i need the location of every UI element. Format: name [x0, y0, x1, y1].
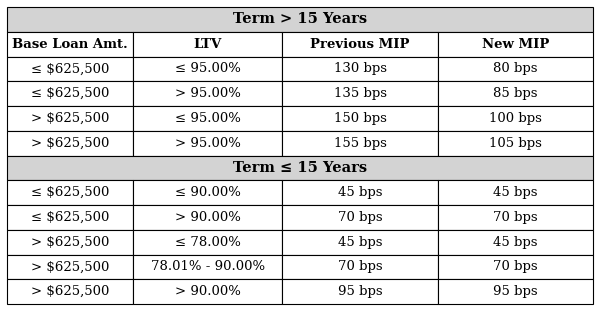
Text: Previous MIP: Previous MIP [310, 38, 410, 51]
Text: ≤ $625,500: ≤ $625,500 [31, 87, 109, 100]
Bar [7, 57, 133, 81]
Text: 70 bps: 70 bps [493, 211, 538, 224]
Text: 45 bps: 45 bps [338, 236, 382, 248]
Bar [438, 254, 593, 279]
Text: > $625,500: > $625,500 [31, 137, 109, 150]
Text: Term ≤ 15 Years: Term ≤ 15 Years [233, 161, 367, 175]
Bar [133, 57, 283, 81]
Bar [7, 7, 593, 32]
Text: > $625,500: > $625,500 [31, 112, 109, 125]
Text: 78.01% - 90.00%: 78.01% - 90.00% [151, 260, 265, 273]
Text: 45 bps: 45 bps [493, 186, 538, 199]
Bar [438, 57, 593, 81]
Text: Term > 15 Years: Term > 15 Years [233, 12, 367, 26]
Bar [438, 131, 593, 156]
Text: ≤ $625,500: ≤ $625,500 [31, 186, 109, 199]
Bar [7, 81, 133, 106]
Bar [438, 32, 593, 57]
Bar [438, 106, 593, 131]
Text: ≤ 95.00%: ≤ 95.00% [175, 112, 241, 125]
Bar [283, 230, 438, 254]
Bar [438, 81, 593, 106]
Bar [283, 279, 438, 304]
Text: 150 bps: 150 bps [334, 112, 386, 125]
Text: > 95.00%: > 95.00% [175, 87, 241, 100]
Bar [133, 81, 283, 106]
Bar [7, 106, 133, 131]
Text: 45 bps: 45 bps [493, 236, 538, 248]
Text: > 90.00%: > 90.00% [175, 285, 241, 298]
Bar [283, 205, 438, 230]
Bar [133, 106, 283, 131]
Bar [133, 279, 283, 304]
Bar [7, 230, 133, 254]
Bar [438, 279, 593, 304]
Bar [7, 131, 133, 156]
Bar [7, 205, 133, 230]
Bar [283, 254, 438, 279]
Bar [133, 205, 283, 230]
Bar [283, 106, 438, 131]
Bar [438, 230, 593, 254]
Text: LTV: LTV [194, 38, 222, 51]
Text: 70 bps: 70 bps [338, 211, 382, 224]
Bar [283, 32, 438, 57]
Text: 135 bps: 135 bps [334, 87, 386, 100]
Bar [7, 156, 593, 180]
Bar [133, 131, 283, 156]
Bar [438, 205, 593, 230]
Bar [133, 32, 283, 57]
Bar [133, 230, 283, 254]
Bar [7, 279, 133, 304]
Text: ≤ $625,500: ≤ $625,500 [31, 211, 109, 224]
Bar [283, 57, 438, 81]
Text: ≤ 78.00%: ≤ 78.00% [175, 236, 241, 248]
Text: 80 bps: 80 bps [493, 63, 538, 75]
Text: 155 bps: 155 bps [334, 137, 386, 150]
Text: 70 bps: 70 bps [493, 260, 538, 273]
Text: ≤ $625,500: ≤ $625,500 [31, 63, 109, 75]
Text: > $625,500: > $625,500 [31, 236, 109, 248]
Text: New MIP: New MIP [482, 38, 549, 51]
Bar [283, 131, 438, 156]
Text: > 90.00%: > 90.00% [175, 211, 241, 224]
Text: 105 bps: 105 bps [489, 137, 542, 150]
Text: 95 bps: 95 bps [493, 285, 538, 298]
Text: 70 bps: 70 bps [338, 260, 382, 273]
Text: 130 bps: 130 bps [334, 63, 386, 75]
Text: 45 bps: 45 bps [338, 186, 382, 199]
Text: 100 bps: 100 bps [489, 112, 542, 125]
Bar [7, 32, 133, 57]
Text: > $625,500: > $625,500 [31, 285, 109, 298]
Bar [7, 254, 133, 279]
Text: > $625,500: > $625,500 [31, 260, 109, 273]
Text: ≤ 90.00%: ≤ 90.00% [175, 186, 241, 199]
Bar [133, 254, 283, 279]
Bar [7, 180, 133, 205]
Bar [438, 180, 593, 205]
Text: 95 bps: 95 bps [338, 285, 382, 298]
Text: ≤ 95.00%: ≤ 95.00% [175, 63, 241, 75]
Text: 85 bps: 85 bps [493, 87, 538, 100]
Text: > 95.00%: > 95.00% [175, 137, 241, 150]
Bar [283, 81, 438, 106]
Text: Base Loan Amt.: Base Loan Amt. [12, 38, 128, 51]
Bar [283, 180, 438, 205]
Bar [133, 180, 283, 205]
